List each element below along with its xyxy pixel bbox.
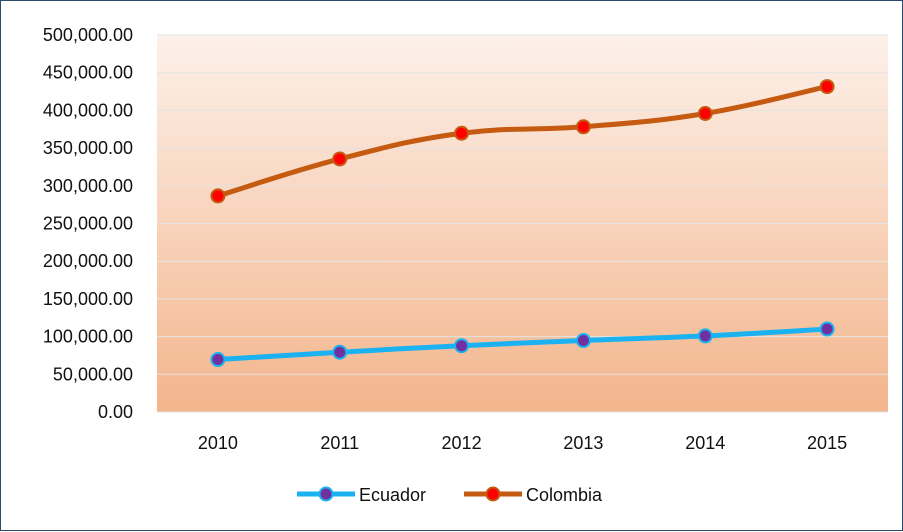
x-axis-ticks: 2010 2011 2012 2013 2014 2015 (198, 433, 847, 453)
data-point-ecuador (332, 344, 348, 360)
data-point-ecuador (575, 333, 591, 349)
y-tick-label: 0.00 (98, 402, 133, 422)
data-point-ecuador (819, 321, 835, 337)
data-point-colombia (819, 79, 835, 95)
series-line-ecuador (215, 326, 830, 363)
x-tick-label: 2014 (685, 433, 725, 453)
series-markers (210, 79, 835, 368)
data-point-ecuador (697, 328, 713, 344)
y-tick-label: 150,000.00 (43, 289, 133, 309)
data-point-colombia (210, 188, 226, 204)
x-tick-label: 2015 (807, 433, 847, 453)
y-tick-label: 250,000.00 (43, 214, 133, 234)
y-tick-label: 200,000.00 (43, 251, 133, 271)
data-point-colombia (697, 105, 713, 121)
y-axis-ticks: 0.00 50,000.00 100,000.00 150,000.00 200,000… (43, 25, 133, 422)
x-tick-label: 2011 (320, 433, 359, 453)
x-tick-label: 2013 (563, 433, 603, 453)
legend: Ecuador Colombia (297, 485, 603, 505)
legend-marker-colombia (485, 486, 501, 502)
x-tick-label: 2010 (198, 433, 238, 453)
series-line-colombia (215, 84, 830, 199)
y-tick-label: 400,000.00 (43, 100, 133, 120)
legend-label-ecuador: Ecuador (359, 485, 426, 505)
y-tick-label: 300,000.00 (43, 176, 133, 196)
data-point-colombia (575, 119, 591, 135)
y-tick-label: 350,000.00 (43, 138, 133, 158)
y-tick-label: 500,000.00 (43, 25, 133, 45)
legend-label-colombia: Colombia (526, 485, 603, 505)
data-point-ecuador (454, 338, 470, 354)
data-point-ecuador (210, 352, 226, 368)
y-tick-label: 450,000.00 (43, 63, 133, 83)
data-point-colombia (454, 125, 470, 141)
y-tick-label: 50,000.00 (53, 364, 133, 384)
gridlines (157, 34, 888, 413)
data-point-colombia (332, 151, 348, 167)
series-lines (215, 84, 830, 363)
y-tick-label: 100,000.00 (43, 327, 133, 347)
x-tick-label: 2012 (442, 433, 482, 453)
legend-marker-ecuador (318, 486, 334, 502)
